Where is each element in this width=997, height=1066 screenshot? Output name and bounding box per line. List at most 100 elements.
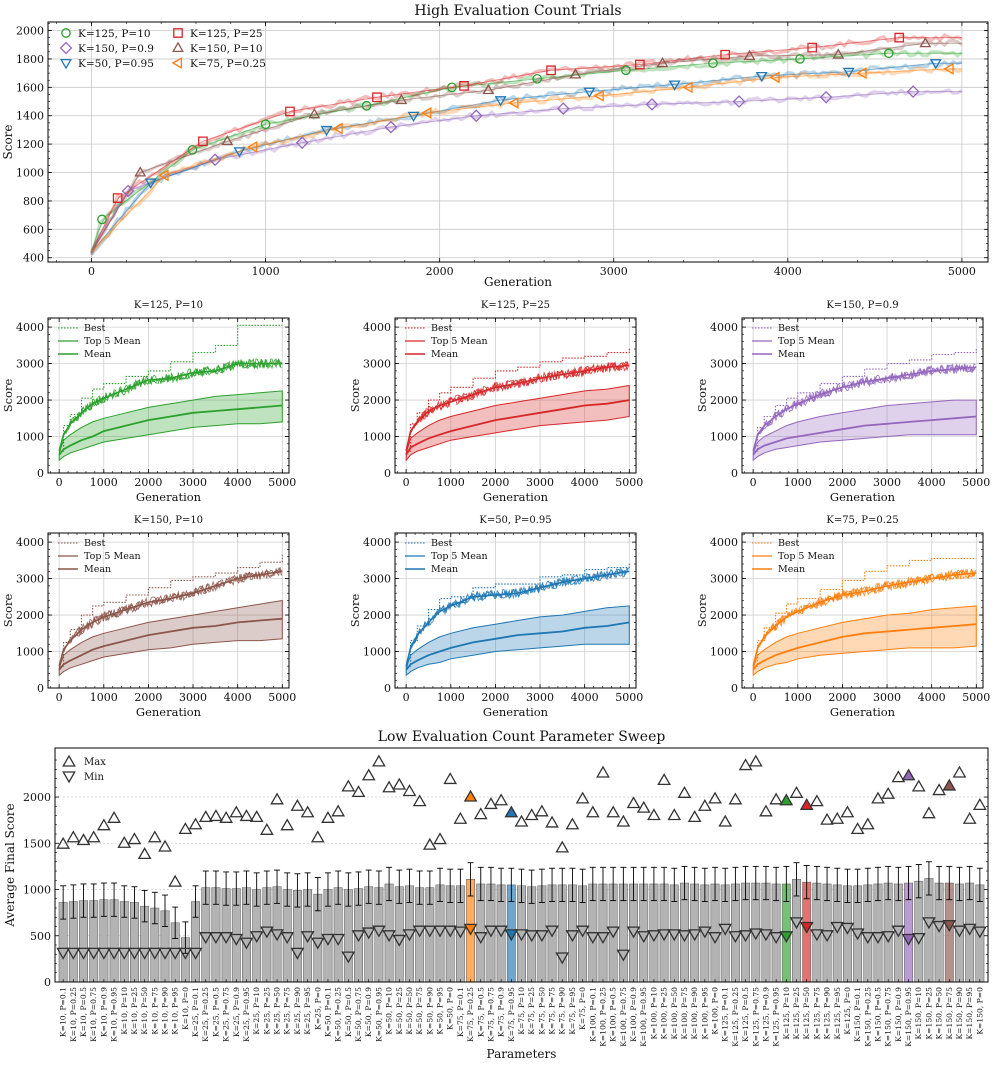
min-marker [178,947,193,960]
min-marker [382,930,396,943]
legend-marker [60,58,72,70]
x-tick-label: K=25, P=50 [273,987,282,1035]
y-tick-label: 1000 [363,431,391,444]
data-point-marker [508,96,519,109]
x-tick-label: 2000 [828,691,856,704]
legend-label: Top 5 Mean [431,551,488,562]
data-point-marker [720,49,730,60]
data-point-marker [494,96,507,107]
data-point-marker [308,107,321,119]
small-chart-panel: K=50, P=0.95 0 1000 2000 3000 4000 5000 0 1000 20… [348,515,643,719]
y-tick-label: 2000 [16,25,44,38]
x-tick-label: K=10, P=25 [130,987,139,1035]
min-marker [667,929,682,942]
data-point-marker [732,95,746,108]
data-point-marker [112,193,123,203]
max-marker [810,794,824,807]
max-marker [687,810,702,823]
min-marker [708,932,722,944]
max-marker [636,800,651,813]
max-marker [351,785,366,798]
min-marker [972,926,987,939]
x-tick-label: K=75, P=25 [527,987,536,1035]
best-line [406,347,630,452]
min-marker [97,947,111,960]
series-line [91,52,962,253]
max-marker [249,810,264,823]
data-point-marker [361,100,372,111]
x-tick-label: K=10, P=0.5 [79,987,88,1037]
x-tick-label: K=75, P=75 [548,987,557,1035]
legend-label: Max [84,757,106,768]
max-marker [290,798,305,811]
mean-line [752,415,977,456]
x-tick-label: K=50, P=0.9 [364,987,373,1037]
x-tick-label: K=125, P=0 [843,987,852,1035]
x-tick-label: K=75, P=0.5 [476,987,485,1037]
data-point-marker [929,59,942,70]
min-marker [239,937,254,950]
max-marker [76,833,91,846]
x-tick-label: 0 [750,476,757,489]
y-tick-label: 1800 [16,53,44,66]
min-marker [626,926,641,939]
max-marker [209,809,223,822]
x-tick-label: K=25, P=0.25 [201,987,210,1042]
x-tick-label: K=125, P=25 [792,987,801,1040]
min-marker [820,930,834,943]
x-tick-label: K=10, P=10 [120,987,129,1035]
min-marker [402,929,417,942]
y-tick-label: 1600 [16,81,44,94]
max-marker [830,811,845,824]
legend-label: Mean [778,349,805,360]
top5-mean-line [405,364,630,452]
max-marker [738,758,753,771]
y-tick-label: 1500 [23,837,51,850]
x-tick-label: K=125, P=0.75 [751,987,760,1047]
max-marker [911,779,926,792]
x-tick-label: K=125, P=50 [802,987,811,1040]
x-tick-label: 3000 [600,265,628,278]
y-axis-label: Score [348,594,362,628]
max-marker [799,798,814,810]
data-point-marker [708,58,718,69]
max-marker [779,793,794,806]
y-axis-label: Score [348,379,362,413]
x-axis-label: Generation [484,275,552,289]
min-marker [56,947,71,960]
x-tick-label: K=25, P=0.9 [232,987,241,1037]
top5-trace-line [58,358,282,450]
min-marker [748,928,763,941]
y-tick-label: 2000 [710,394,738,407]
min-marker [942,920,957,932]
data-point-marker [668,80,681,91]
min-marker [229,933,244,946]
legend-marker [59,41,73,55]
x-tick-label: K=25, P=0.95 [242,987,251,1042]
x-tick-label: 3000 [873,691,901,704]
y-tick-label: 0 [731,467,738,480]
top5-mean-line [58,362,283,452]
data-point-marker [819,90,833,104]
x-tick-label: K=50, P=90 [425,987,434,1035]
min-marker [270,929,284,942]
data-point-marker [894,32,905,43]
series-trace-line [90,65,963,253]
y-axis-label: Average Final Score [3,803,17,927]
y-tick-label: 3000 [363,358,391,371]
max-marker [453,811,468,824]
x-tick-label: 2000 [481,476,509,489]
legend-label: Top 5 Mean [84,336,141,347]
max-marker [259,823,274,835]
legend-label: Best [431,323,452,334]
best-line [406,562,630,667]
x-tick-label: K=25, P=0.75 [222,987,231,1042]
x-tick-label: K=25, P=75 [283,987,292,1035]
max-marker [433,832,447,845]
min-marker [636,931,651,944]
x-tick-label: K=125, P=10 [782,987,791,1040]
y-axis-label: Score [1,379,15,413]
max-marker [402,784,417,797]
min-marker [952,925,967,938]
x-tick-label: K=100, P=0 [711,987,720,1035]
